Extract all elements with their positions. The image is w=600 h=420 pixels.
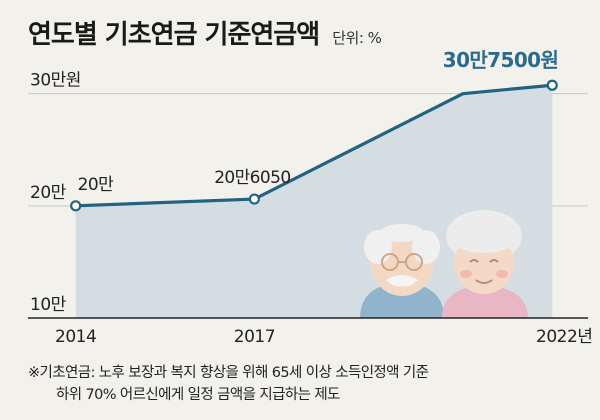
chart-title: 연도별 기초연금 기준연금액 — [28, 20, 320, 50]
x-tick-label: 2022년 — [536, 327, 592, 347]
x-tick-label: 2014 — [55, 327, 96, 347]
footnote: ※기초연금: 노후 보장과 복지 향상을 위해 65세 이상 소득인정액 기준 … — [28, 362, 588, 406]
unit-label: 단위: % — [332, 29, 382, 47]
y-tick-label: 10만 — [30, 295, 67, 315]
y-tick-label: 30만원 — [30, 71, 81, 91]
grandmother-icon — [442, 210, 528, 318]
data-label: 20만 — [78, 175, 114, 195]
data-point — [546, 79, 558, 91]
grandfather-icon — [360, 224, 444, 318]
series-line — [75, 83, 553, 208]
x-tick-label: 2017 — [234, 327, 275, 347]
data-point — [248, 193, 260, 205]
title-row: 연도별 기초연금 기준연금액 단위: % — [28, 14, 382, 51]
data-label: 20만6050 — [214, 168, 290, 188]
elderly-couple-illustration — [360, 210, 528, 318]
footnote-line-1: ※기초연금: 노후 보장과 복지 향상을 위해 65세 이상 소득인정액 기준 — [28, 365, 429, 381]
footnote-line-2: 하위 70% 어르신에게 일정 금액을 지급하는 제도 — [56, 387, 340, 403]
data-label: 30만7500원 — [443, 48, 559, 72]
y-tick-label: 20만 — [30, 183, 67, 203]
data-point — [70, 200, 82, 212]
